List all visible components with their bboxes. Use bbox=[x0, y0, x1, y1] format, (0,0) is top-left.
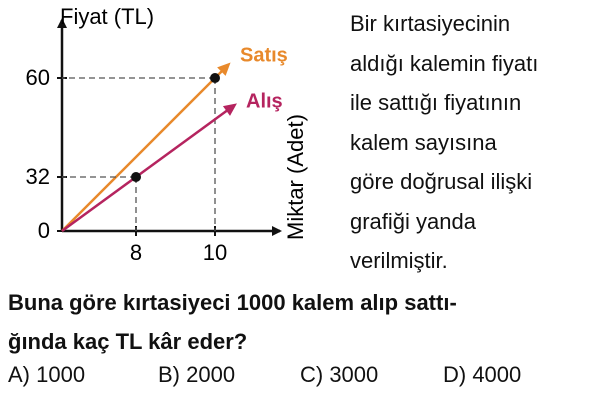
series-line bbox=[61, 175, 137, 233]
description-line: grafiği yanda bbox=[350, 208, 476, 234]
y-tick-label: 60 bbox=[26, 65, 50, 90]
point bbox=[131, 172, 141, 182]
x-axis-label: Miktar (Adet) bbox=[283, 114, 308, 240]
x-tick-label: 8 bbox=[130, 240, 142, 265]
point bbox=[210, 73, 220, 83]
description-line: verilmiştir. bbox=[350, 248, 448, 273]
series-label: Alış bbox=[246, 90, 283, 112]
y-tick-label: 32 bbox=[26, 164, 50, 189]
y-tick-label: 0 bbox=[38, 218, 50, 243]
arrow-head bbox=[217, 62, 231, 76]
description: Bir kırtasiyecinin aldığı kalemin fiyatı i… bbox=[350, 4, 538, 281]
question-line: ğında kaç TL kâr eder? bbox=[8, 329, 248, 354]
guide-line bbox=[62, 176, 137, 231]
description-line: Bir kırtasiyecinin bbox=[350, 11, 511, 36]
y-axis-label: Fiyat (TL) bbox=[60, 4, 154, 29]
question-line: Buna göre kırtasiyeci 1000 kalem alıp sa… bbox=[8, 290, 457, 315]
description-line: aldığı kalemin fiyatı bbox=[350, 50, 539, 76]
choice: B) 2000 bbox=[158, 362, 236, 387]
arrow-shaft bbox=[135, 107, 232, 179]
guide-line bbox=[62, 77, 216, 231]
description-line: göre doğrusal ilişki bbox=[350, 169, 533, 194]
x-tick-label: 10 bbox=[203, 240, 227, 265]
question: Buna göre kırtasiyeci 1000 kalem alıp sa… bbox=[8, 283, 457, 361]
choice: C) 3000 bbox=[300, 362, 379, 387]
choice: D) 4000 bbox=[443, 362, 522, 387]
series-label: Satış bbox=[240, 44, 288, 66]
description-line: kalem sayısına bbox=[350, 129, 497, 155]
arrow-head bbox=[222, 103, 237, 116]
description-line: ile sattığı fiyatının bbox=[350, 90, 522, 115]
chart: Fiyat (TL) Miktar (Adet) 8 10 0 32 60 Satış Al… bbox=[26, 4, 308, 265]
choice: A) 1000 bbox=[8, 362, 86, 387]
series-line bbox=[61, 77, 216, 232]
